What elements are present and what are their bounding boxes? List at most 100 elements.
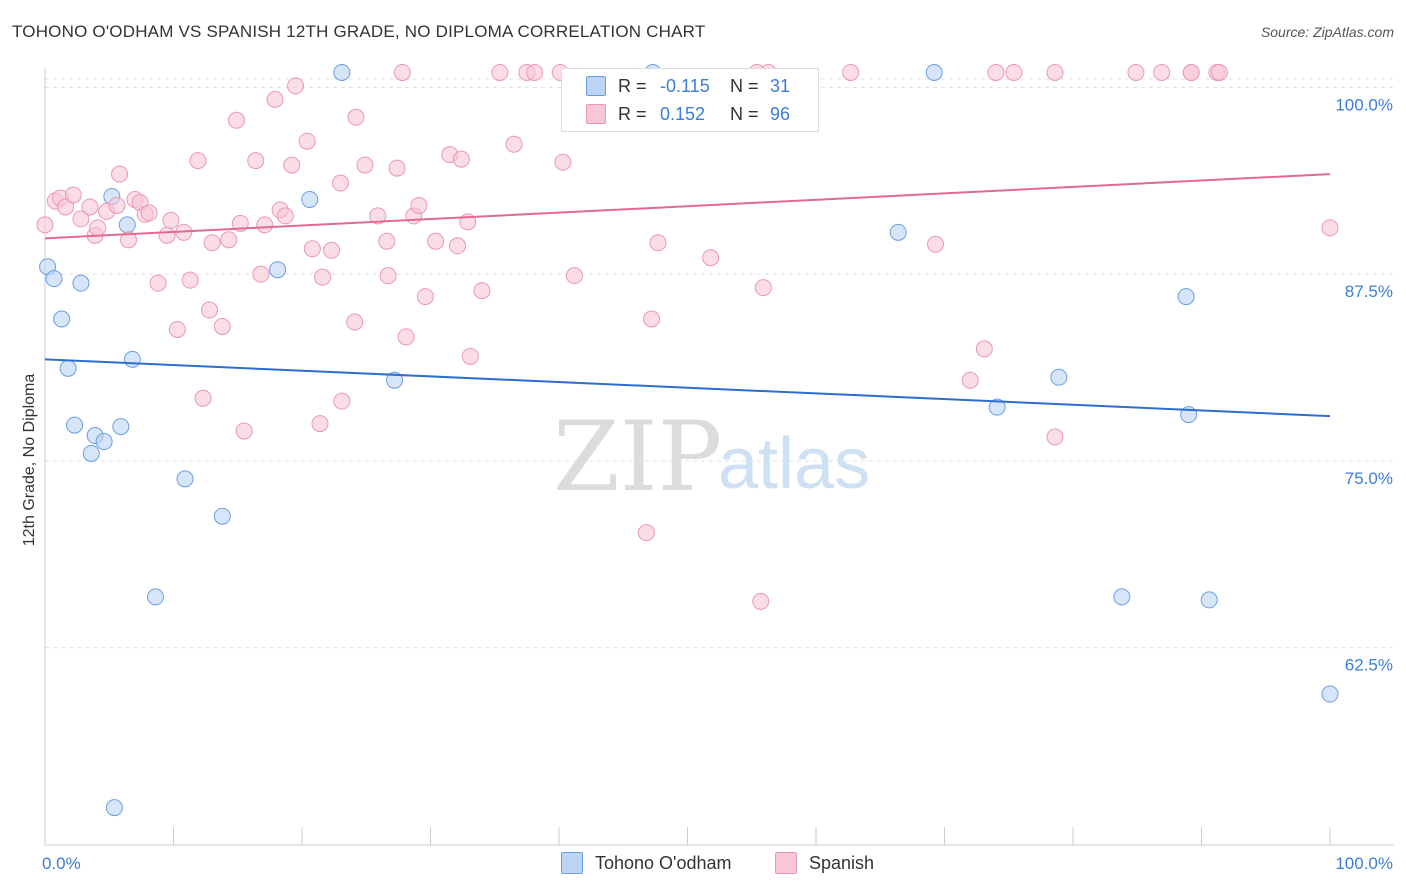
data-point-pink <box>842 63 860 81</box>
data-point-pink <box>410 196 428 214</box>
data-point-pink <box>311 415 329 433</box>
data-point-pink <box>346 313 364 331</box>
data-point-pink <box>213 317 231 335</box>
legend-item-tohono[interactable]: Tohono O'odham <box>561 852 732 874</box>
y-tick-label: 100.0% <box>1335 95 1393 114</box>
tick-labels: 100.0% 87.5% 75.0% 62.5% 0.0% 100.0% <box>42 95 1393 873</box>
data-point-pink <box>356 156 374 174</box>
axes <box>44 68 1394 846</box>
data-point-pink <box>961 371 979 389</box>
x-tick-label-left: 0.0% <box>42 854 81 873</box>
data-point-pink <box>72 210 90 228</box>
data-point-pink <box>1005 63 1023 81</box>
data-point-pink <box>1210 63 1228 81</box>
data-point-pink <box>554 153 572 171</box>
data-point-pink <box>1127 63 1145 81</box>
data-point-pink <box>637 524 655 542</box>
data-point-pink <box>287 77 305 95</box>
stats-legend: R = -0.115 N = 31 R = 0.152 N = 96 <box>561 68 819 132</box>
watermark-zip: ZIP <box>553 401 722 513</box>
data-point-pink <box>247 152 265 170</box>
data-point-pink <box>276 207 294 225</box>
data-point-blue <box>1050 368 1068 386</box>
legend-n-value: 31 <box>770 75 791 96</box>
data-point-pink <box>314 268 332 286</box>
legend-swatch-pink <box>775 852 797 874</box>
data-point-pink <box>64 186 82 204</box>
data-point-pink <box>203 234 221 252</box>
watermark: ZIP atlas <box>553 401 870 513</box>
data-point-pink <box>369 207 387 225</box>
trend-line-blue <box>44 358 1331 418</box>
data-point-pink <box>452 150 470 168</box>
watermark-atlas: atlas <box>718 424 870 504</box>
data-point-blue <box>112 418 130 436</box>
data-point-blue <box>95 433 113 451</box>
legend-label-tohono: Tohono O'odham <box>595 852 732 873</box>
data-point-pink <box>108 196 126 214</box>
y-tick-label: 75.0% <box>1345 469 1393 488</box>
data-point-blue <box>386 371 404 389</box>
data-point-pink <box>332 174 350 192</box>
legend-swatch-blue <box>561 852 583 874</box>
legend-label-spanish: Spanish <box>809 852 875 873</box>
data-point-pink <box>89 219 107 237</box>
data-point-pink <box>1182 63 1200 81</box>
data-point-blue <box>301 190 319 208</box>
data-point-blue <box>176 470 194 488</box>
data-point-pink <box>181 271 199 289</box>
data-point-pink <box>927 235 945 253</box>
data-point-pink <box>491 63 509 81</box>
data-point-pink <box>397 328 415 346</box>
data-point-pink <box>323 241 341 259</box>
data-point-pink <box>347 108 365 126</box>
data-point-blue <box>53 310 71 328</box>
legend-swatch-blue <box>586 76 606 96</box>
data-point-pink <box>235 422 253 440</box>
data-point-pink <box>393 63 411 81</box>
legend-item-spanish[interactable]: Spanish <box>775 852 874 874</box>
data-point-blue <box>45 270 63 288</box>
source-credit: Source: ZipAtlas.com <box>1260 24 1394 40</box>
data-point-pink <box>505 135 523 153</box>
data-point-blue <box>123 350 141 368</box>
data-point-pink <box>526 63 544 81</box>
data-point-blue <box>1177 288 1195 306</box>
data-point-pink <box>461 347 479 365</box>
legend-r-value: -0.115 <box>660 75 710 96</box>
data-point-blue <box>59 359 77 377</box>
legend-swatch-pink <box>586 104 606 124</box>
data-point-blue <box>269 261 287 279</box>
chart-title: TOHONO O'ODHAM VS SPANISH 12TH GRADE, NO… <box>12 22 706 41</box>
data-point-pink <box>649 234 667 252</box>
data-point-pink <box>416 288 434 306</box>
y-tick-label: 87.5% <box>1345 282 1393 301</box>
data-point-pink <box>303 240 321 258</box>
data-point-pink <box>252 265 270 283</box>
data-point-pink <box>194 389 212 407</box>
data-point-pink <box>81 198 99 216</box>
data-point-pink <box>162 211 180 229</box>
data-point-pink <box>158 226 176 244</box>
data-point-pink <box>227 111 245 129</box>
y-axis-label: 12th Grade, No Diploma <box>21 373 38 547</box>
data-point-blue <box>105 799 123 817</box>
data-point-blue <box>1321 685 1339 703</box>
data-point-blue <box>925 63 943 81</box>
y-tick-label: 62.5% <box>1345 656 1393 675</box>
data-point-pink <box>298 132 316 150</box>
data-point-pink <box>427 232 445 250</box>
data-point-pink <box>565 267 583 285</box>
legend-n-label: N = <box>730 103 759 124</box>
data-point-pink <box>987 63 1005 81</box>
trend-line-pink <box>44 173 1331 240</box>
data-point-pink <box>752 592 770 610</box>
data-point-pink <box>975 340 993 358</box>
data-point-pink <box>388 159 406 177</box>
trend-lines <box>44 173 1331 418</box>
data-point-pink <box>379 267 397 285</box>
data-point-blue <box>213 507 231 525</box>
data-point-blue <box>1200 591 1218 609</box>
legend-n-label: N = <box>730 75 759 96</box>
